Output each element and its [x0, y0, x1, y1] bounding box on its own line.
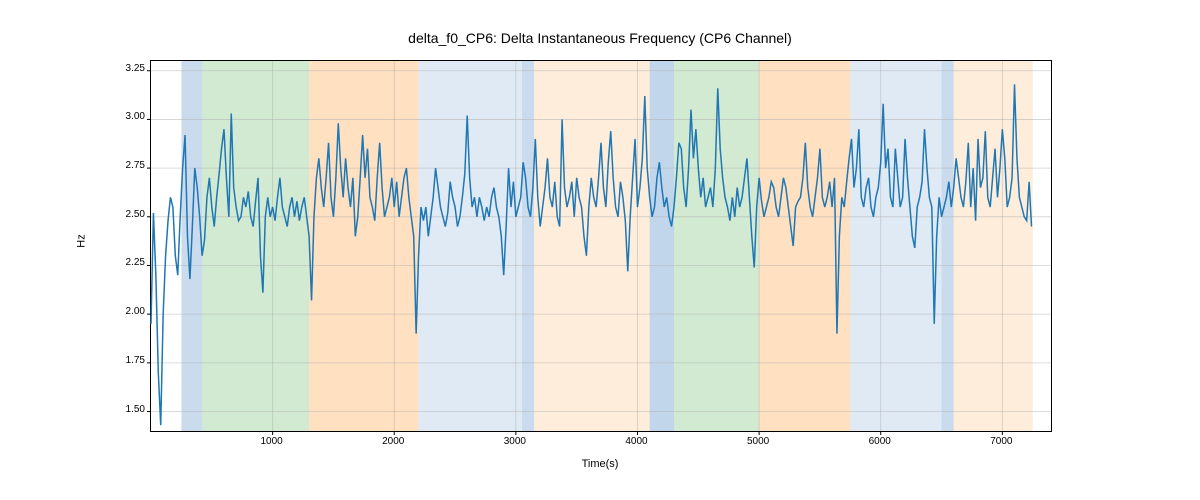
x-tick-label: 4000 — [616, 436, 656, 447]
y-tick-label: 1.50 — [105, 404, 145, 415]
y-tick-label: 3.00 — [105, 111, 145, 122]
background-band — [850, 61, 941, 431]
background-band — [522, 61, 534, 431]
background-band — [759, 61, 765, 431]
background-band — [942, 61, 954, 431]
figure: delta_f0_CP6: Delta Instantaneous Freque… — [0, 0, 1200, 500]
x-tick-label: 1000 — [252, 436, 292, 447]
plot-area — [150, 60, 1052, 432]
y-tick-label: 2.50 — [105, 209, 145, 220]
y-tick-label: 2.00 — [105, 306, 145, 317]
x-tick-label: 3000 — [495, 436, 535, 447]
x-tick-label: 2000 — [373, 436, 413, 447]
y-tick-label: 2.75 — [105, 160, 145, 171]
y-tick-label: 1.75 — [105, 355, 145, 366]
background-band — [419, 61, 522, 431]
background-band — [650, 61, 674, 431]
background-band — [202, 61, 309, 431]
x-tick-label: 5000 — [738, 436, 778, 447]
background-band — [309, 61, 418, 431]
background-band — [534, 61, 650, 431]
y-axis-label: Hz — [76, 234, 88, 247]
chart-title: delta_f0_CP6: Delta Instantaneous Freque… — [150, 30, 1050, 46]
y-tick-label: 2.25 — [105, 257, 145, 268]
x-axis-label: Time(s) — [150, 458, 1050, 470]
background-band — [954, 61, 1033, 431]
x-tick-label: 6000 — [860, 436, 900, 447]
x-tick-label: 7000 — [981, 436, 1021, 447]
y-tick-label: 3.25 — [105, 63, 145, 74]
background-band — [765, 61, 850, 431]
plot-svg — [151, 61, 1051, 431]
